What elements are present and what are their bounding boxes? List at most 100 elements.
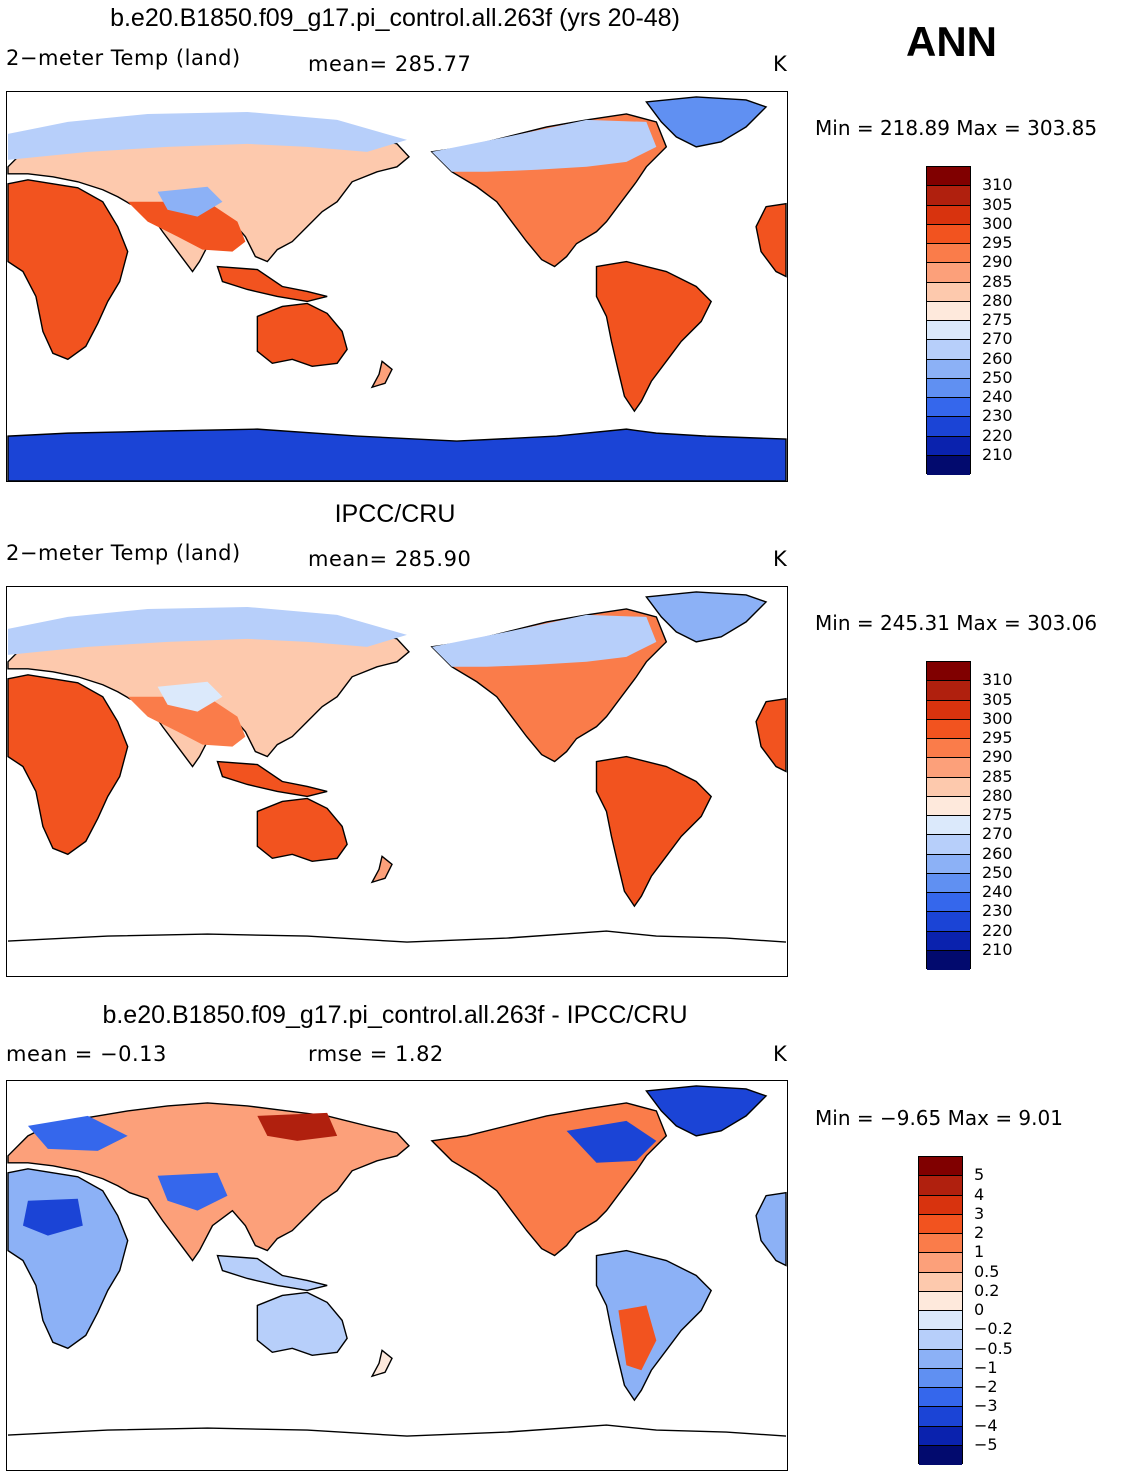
panel-2-units: K bbox=[773, 547, 788, 571]
panel-1-minmax: Min = 218.89 Max = 303.85 bbox=[815, 116, 1098, 140]
panel-3-mean-label: mean = −0.13 bbox=[6, 1042, 167, 1066]
colorbar-tick-label: −0.2 bbox=[974, 1319, 1013, 1339]
colorbar-swatch bbox=[927, 340, 970, 360]
colorbar-tick-label: 3 bbox=[974, 1203, 985, 1223]
colorbar-swatch bbox=[919, 1349, 962, 1369]
colorbar-tick-label: −2 bbox=[974, 1377, 998, 1396]
map-africa-east-edge bbox=[755, 698, 787, 773]
map-south-america bbox=[595, 260, 712, 412]
colorbar-tick-label: 280 bbox=[982, 290, 1013, 310]
map-africa-east-edge bbox=[755, 203, 787, 278]
colorbar-tick-label: 0.2 bbox=[974, 1280, 1000, 1300]
map-antarctica-outline bbox=[7, 1424, 787, 1437]
colorbar-swatch bbox=[927, 321, 970, 341]
map-africa bbox=[7, 1168, 129, 1350]
colorbar-swatch bbox=[927, 436, 970, 456]
map-africa-east-edge bbox=[755, 1192, 787, 1267]
colorbar-swatch bbox=[927, 244, 970, 264]
colorbar-tick-label: 230 bbox=[982, 406, 1013, 426]
colorbar-tick-label: 220 bbox=[982, 920, 1013, 940]
colorbar-tick-label: 250 bbox=[982, 367, 1013, 387]
colorbar-swatch bbox=[919, 1311, 962, 1331]
panel-1-variable-label: 2−meter Temp (land) bbox=[6, 46, 241, 70]
colorbar-swatch bbox=[927, 893, 970, 913]
colorbar-tick-label: 295 bbox=[982, 728, 1013, 747]
map-india-hot bbox=[127, 696, 246, 747]
colorbar-swatch bbox=[927, 758, 970, 778]
colorbar-swatch bbox=[919, 1214, 962, 1234]
panel-3-title: b.e20.B1850.f09_g17.pi_control.all.263f … bbox=[102, 1001, 688, 1029]
panel-2-map-svg bbox=[7, 591, 787, 943]
colorbar-swatch bbox=[927, 796, 970, 816]
colorbar-swatch bbox=[927, 301, 970, 321]
colorbar-tick-label: 250 bbox=[982, 862, 1013, 882]
map-south-america bbox=[595, 1249, 712, 1401]
map-se-asia bbox=[216, 265, 328, 303]
panel-2-minmax: Min = 245.31 Max = 303.06 bbox=[815, 611, 1098, 635]
map-antarctica bbox=[7, 428, 787, 481]
colorbar-swatch bbox=[919, 1445, 962, 1465]
panel-3-rmse-label: rmse = 1.82 bbox=[308, 1042, 444, 1066]
colorbar-swatch bbox=[919, 1426, 962, 1446]
colorbar-swatch bbox=[919, 1157, 962, 1177]
colorbar-swatch bbox=[927, 662, 970, 682]
colorbar-tick-label: 230 bbox=[982, 901, 1013, 921]
panel-2-title: IPCC/CRU bbox=[334, 500, 456, 528]
colorbar-swatch bbox=[927, 950, 970, 970]
panel-1-map-svg bbox=[7, 96, 787, 481]
colorbar-tick-label: 310 bbox=[982, 175, 1013, 195]
colorbar-tick-label: 1 bbox=[974, 1242, 985, 1262]
colorbar-tick-label: −0.5 bbox=[974, 1338, 1013, 1358]
map-new-zealand bbox=[371, 1349, 393, 1377]
colorbar-swatch bbox=[927, 359, 970, 379]
map-greenland bbox=[645, 1085, 767, 1137]
colorbar-tick-label: 280 bbox=[982, 785, 1013, 805]
map-diff-cold-tibet bbox=[157, 1172, 228, 1211]
map-africa bbox=[7, 674, 129, 856]
map-diff-hot-siberia bbox=[257, 1112, 338, 1141]
colorbar-swatch bbox=[927, 816, 970, 836]
map-se-asia bbox=[216, 1254, 328, 1292]
colorbar-tick-label: 260 bbox=[982, 843, 1013, 863]
colorbar-swatch bbox=[927, 417, 970, 437]
map-new-zealand bbox=[371, 855, 393, 883]
colorbar-tick-label: 310 bbox=[982, 670, 1013, 690]
colorbar-swatch bbox=[919, 1195, 962, 1215]
panel-2-variable-label: 2−meter Temp (land) bbox=[6, 541, 241, 565]
map-tibet-cold bbox=[157, 186, 223, 217]
colorbar-swatch bbox=[927, 777, 970, 797]
colorbar-swatch bbox=[927, 205, 970, 225]
colorbar-tick-label: −1 bbox=[974, 1357, 998, 1377]
colorbar-tick-label: 240 bbox=[982, 387, 1013, 406]
colorbar-tick-label: 2 bbox=[974, 1223, 985, 1242]
colorbar-tick-label: 275 bbox=[982, 805, 1013, 824]
colorbar-swatch bbox=[927, 398, 970, 418]
map-canada-cold bbox=[431, 119, 657, 172]
colorbar-swatch bbox=[927, 282, 970, 302]
map-siberia-cold bbox=[8, 606, 407, 655]
panel-3-minmax: Min = −9.65 Max = 9.01 bbox=[815, 1106, 1063, 1130]
colorbar-tick-label: 285 bbox=[982, 766, 1013, 786]
colorbar-swatch bbox=[919, 1253, 962, 1273]
map-antarctica-outline bbox=[7, 930, 787, 943]
colorbar-tick-label: 275 bbox=[982, 310, 1013, 329]
map-se-asia bbox=[216, 760, 328, 798]
colorbar-tick-label: 240 bbox=[982, 882, 1013, 901]
colorbar-tick-label: 295 bbox=[982, 233, 1013, 252]
panel-2-map bbox=[6, 586, 788, 977]
map-india-hot bbox=[127, 201, 246, 252]
colorbar-swatch bbox=[919, 1407, 962, 1427]
map-canada-cold bbox=[431, 614, 657, 667]
map-diff-cold-hudson bbox=[566, 1120, 657, 1163]
panel-1-mean-label: mean= 285.77 bbox=[308, 52, 472, 76]
map-south-america bbox=[595, 755, 712, 907]
colorbar-tick-label: 0.5 bbox=[974, 1261, 1000, 1281]
season-label: ANN bbox=[906, 18, 997, 65]
colorbar-swatch bbox=[927, 700, 970, 720]
panel-1-colorbar-swatches bbox=[926, 166, 971, 475]
panel-2-mean-label: mean= 285.90 bbox=[308, 547, 472, 571]
colorbar-swatch bbox=[927, 854, 970, 874]
colorbar-swatch bbox=[919, 1176, 962, 1196]
colorbar-tick-label: −5 bbox=[974, 1434, 998, 1454]
panel-1-title: b.e20.B1850.f09_g17.pi_control.all.263f … bbox=[110, 4, 680, 32]
